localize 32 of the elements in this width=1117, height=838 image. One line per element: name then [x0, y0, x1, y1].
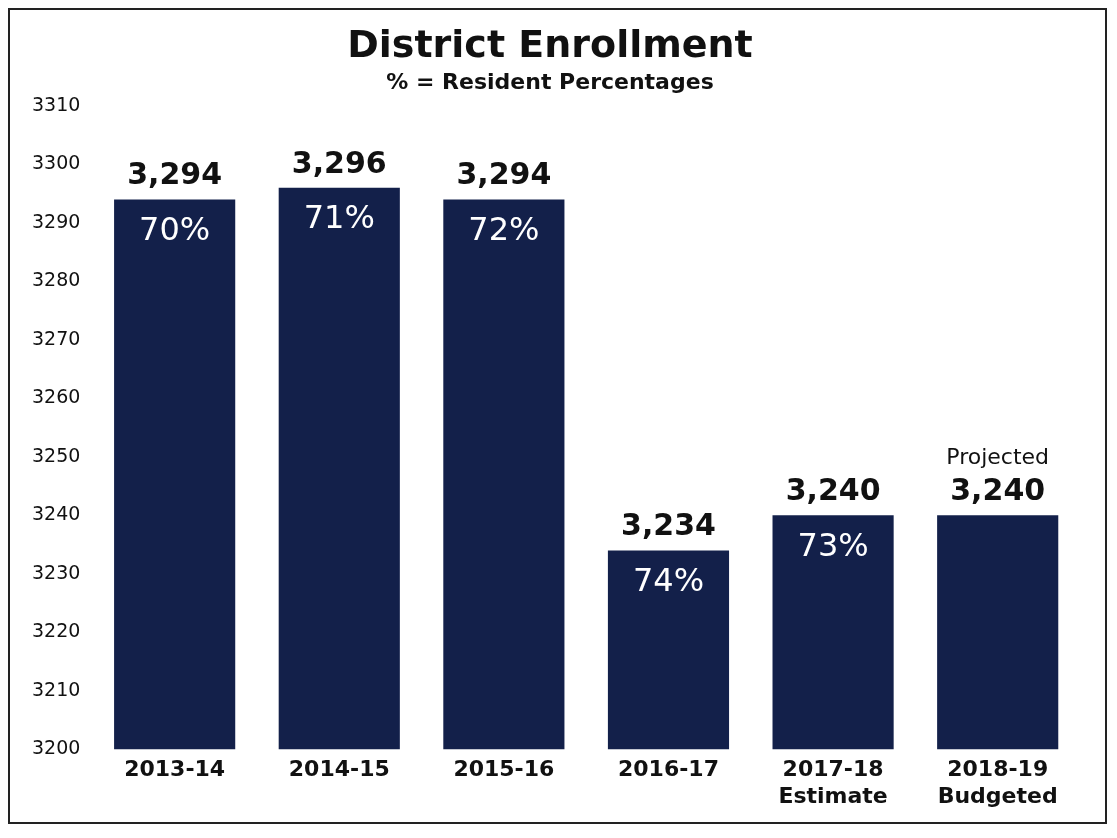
- y-tick-label: 3240: [31, 502, 81, 525]
- y-tick-label: 3290: [31, 209, 81, 232]
- data-label: 3,296: [291, 144, 387, 180]
- data-label: 3,240: [785, 472, 881, 508]
- data-label: 3,240: [950, 472, 1046, 508]
- y-tick-label: 3310: [31, 92, 81, 115]
- x-tick-label: 2015-16: [453, 756, 555, 782]
- x-tick-label: 2014-15: [288, 756, 390, 782]
- data-label: 3,294: [456, 156, 552, 192]
- annotation: 73%: [797, 525, 869, 564]
- y-tick-label: 3210: [31, 677, 81, 700]
- annotation: 71%: [303, 198, 375, 237]
- x-tick-label: 2018-19 Budgeted: [937, 756, 1058, 808]
- x-tick-label: 2016-17: [617, 756, 719, 782]
- x-tick-label: 2017-18 Estimate: [778, 756, 888, 808]
- chart-title: District Enrollment: [347, 21, 753, 66]
- chart-subtitle: % = Resident Percentages: [386, 68, 714, 94]
- annotation: 74%: [632, 560, 705, 599]
- y-tick-label: 3300: [31, 151, 81, 174]
- x-tick-label: 2013-14: [124, 756, 226, 782]
- y-tick-label: 3220: [31, 619, 81, 642]
- y-tick-label: 3270: [31, 326, 81, 349]
- data-label: 3,294: [127, 156, 223, 192]
- y-tick-label: 3280: [31, 268, 81, 291]
- y-tick-label: 3200: [31, 736, 81, 759]
- data-label: 3,234: [621, 507, 716, 543]
- annotation: Projected: [946, 444, 1050, 470]
- y-tick-label: 3260: [31, 385, 81, 408]
- y-tick-label: 3230: [31, 560, 81, 583]
- annotation: 70%: [139, 209, 211, 248]
- annotation: 72%: [468, 209, 540, 248]
- y-tick-label: 3250: [31, 443, 81, 466]
